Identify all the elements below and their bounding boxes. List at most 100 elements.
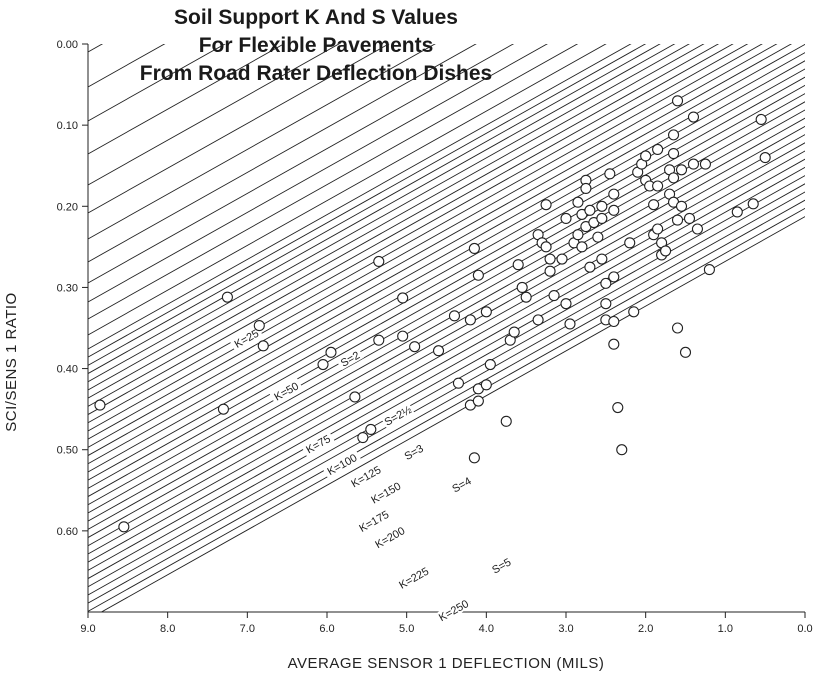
data-point <box>548 289 560 302</box>
x-tick-label: 0.0 <box>797 623 812 635</box>
data-point <box>660 245 672 257</box>
data-point <box>540 199 552 211</box>
data-point <box>452 377 465 389</box>
curve-label-bg <box>366 478 406 508</box>
reference-line <box>88 125 805 530</box>
data-point <box>600 277 612 289</box>
data-point <box>671 95 684 107</box>
data-point <box>94 399 106 411</box>
data-point <box>592 231 604 243</box>
data-point <box>667 147 680 160</box>
x-tick-label: 2.0 <box>638 623 653 635</box>
reference-line <box>88 44 734 407</box>
reference-line <box>88 44 676 375</box>
reference-line <box>88 44 793 440</box>
data-point <box>608 271 620 283</box>
reference-line <box>88 44 690 383</box>
x-tick-label: 9.0 <box>80 623 95 635</box>
data-point <box>648 199 660 211</box>
reference-line <box>88 44 515 284</box>
data-point <box>640 150 652 162</box>
data-point <box>560 298 572 310</box>
data-point <box>397 292 409 304</box>
data-point <box>584 261 596 273</box>
curve-label-bg <box>346 461 386 491</box>
data-point <box>683 212 696 225</box>
data-point <box>373 334 385 346</box>
x-tick-label: 4.0 <box>479 623 494 635</box>
reference-line <box>88 175 805 580</box>
data-point <box>253 320 265 332</box>
reference-line <box>88 44 285 155</box>
reference-line <box>88 44 720 399</box>
diagonal-lines-group <box>88 44 805 612</box>
data-point <box>612 401 624 414</box>
y-ticks-group: 0.00 0.10 0.20 0.30 0.40 0.50 0.60 <box>57 39 88 538</box>
chart-title-line-2: For Flexible Pavements <box>199 34 434 57</box>
reference-line <box>88 142 805 547</box>
data-point <box>687 158 700 170</box>
curve-label: K=125 <box>349 464 383 490</box>
reference-line <box>88 44 390 214</box>
data-point <box>608 338 620 350</box>
curve-label-bg <box>399 440 428 464</box>
x-tick-label: 6.0 <box>319 623 334 635</box>
reference-line <box>88 166 805 571</box>
data-point <box>608 204 620 216</box>
reference-line <box>88 44 477 263</box>
data-point <box>556 253 568 265</box>
reference-line <box>88 183 805 588</box>
data-point <box>520 291 532 303</box>
data-point <box>691 223 704 235</box>
data-point <box>500 415 512 427</box>
data-point <box>472 395 484 407</box>
reference-line <box>88 191 805 596</box>
reference-line <box>88 52 805 457</box>
reference-line <box>88 134 805 539</box>
data-point <box>671 322 684 334</box>
reference-line <box>88 44 607 336</box>
data-point <box>257 340 269 352</box>
y-tick-label: 0.60 <box>57 526 78 538</box>
x-ticks-group: 9.0 8.0 7.0 6.0 5.0 4.0 3.0 2.0 1.0 0.0 <box>80 612 813 635</box>
data-point <box>580 182 592 194</box>
data-point <box>596 212 608 225</box>
curve-label-bg <box>229 325 264 352</box>
data-point <box>560 212 572 225</box>
data-point <box>397 330 409 342</box>
reference-line <box>88 44 805 448</box>
reference-line <box>88 76 805 481</box>
data-point <box>512 259 524 271</box>
curve-label: K=100 <box>326 452 360 478</box>
data-point <box>217 403 229 415</box>
data-point <box>544 265 556 277</box>
x-tick-label: 1.0 <box>718 623 733 635</box>
curve-label: S=2½ <box>383 404 414 429</box>
data-point <box>628 306 640 318</box>
data-point <box>667 129 680 141</box>
curve-label: K=250 <box>437 598 471 624</box>
reference-line <box>88 44 705 391</box>
y-tick-label: 0.00 <box>57 39 78 51</box>
data-point <box>755 113 767 126</box>
chart-title-line-3: From Road Rater Deflection Dishes <box>140 62 492 85</box>
data-point <box>544 253 556 265</box>
y-tick-label: 0.10 <box>57 120 78 132</box>
data-point <box>564 318 576 330</box>
data-point <box>731 206 743 218</box>
data-point <box>675 200 688 212</box>
data-point <box>703 264 715 276</box>
reference-line <box>88 44 340 186</box>
curve-label: K=175 <box>357 509 391 535</box>
data-point <box>448 310 461 322</box>
curve-label-bg <box>322 449 362 479</box>
data-point <box>118 521 130 533</box>
curve-label-bg <box>447 473 476 496</box>
data-point <box>596 200 608 212</box>
data-point <box>652 143 664 156</box>
data-points-group <box>94 95 771 533</box>
reference-line <box>88 44 763 424</box>
data-point <box>325 346 337 358</box>
data-point <box>596 253 608 265</box>
reference-line <box>88 199 805 604</box>
